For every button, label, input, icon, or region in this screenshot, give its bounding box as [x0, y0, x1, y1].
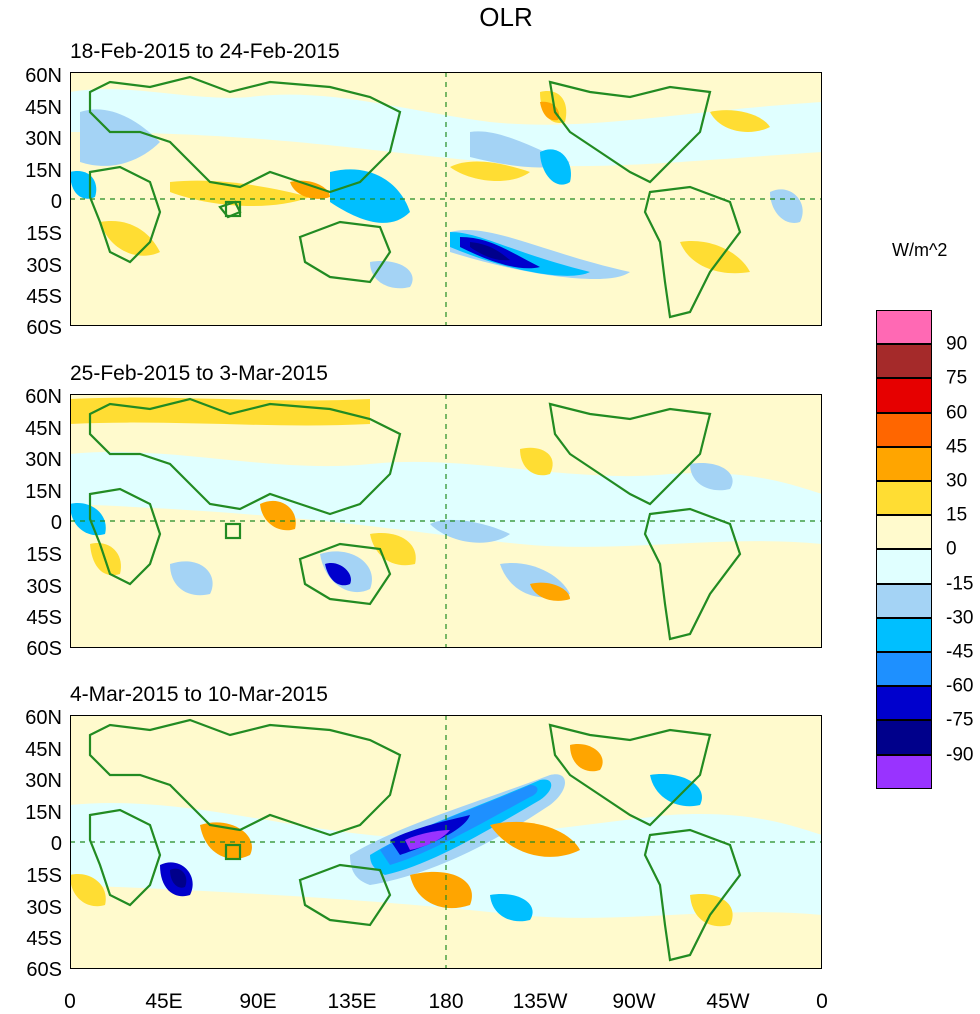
colorbar-label: 15 — [946, 504, 968, 526]
colorbar-swatch — [876, 686, 932, 721]
colorbar-swatch — [876, 549, 932, 584]
colorbar-label: -30 — [946, 607, 974, 629]
lat-label: 45S — [26, 928, 62, 950]
panel-1-map — [70, 72, 822, 326]
colorbar-label: 60 — [946, 402, 968, 424]
anomaly-field — [70, 744, 822, 927]
colorbar-swatch — [876, 754, 932, 789]
colorbar-label: -90 — [946, 744, 974, 766]
coastlines — [88, 397, 742, 641]
lat-label: 15S — [26, 544, 62, 566]
lon-label: 45E — [145, 990, 183, 1013]
lon-label: 135W — [512, 990, 568, 1013]
lat-label: 15N — [25, 802, 62, 824]
colorbar-label: 45 — [946, 436, 968, 458]
panel-3-title: 4-Mar-2015 to 10-Mar-2015 — [70, 683, 328, 706]
figure-title: OLR — [479, 2, 533, 32]
colorbar-swatch — [876, 720, 932, 755]
lat-label: 45S — [26, 286, 62, 308]
colorbar-label: 75 — [946, 367, 968, 389]
lat-label: 15N — [25, 481, 62, 503]
colorbar-label: -15 — [946, 573, 974, 595]
colorbar-label: -60 — [946, 675, 974, 697]
lat-label: 45N — [25, 739, 62, 761]
coastlines — [88, 718, 742, 962]
lat-label: 0 — [50, 191, 62, 213]
lon-label: 90W — [612, 990, 656, 1013]
lat-label: 60N — [25, 65, 62, 87]
colorbar-swatch — [876, 412, 932, 447]
lat-label: 45N — [25, 97, 62, 119]
lat-label: 0 — [50, 512, 62, 534]
colorbar-label: -45 — [946, 641, 974, 663]
colorbar-label: 0 — [946, 538, 957, 560]
colorbar-swatch — [876, 344, 932, 379]
lat-label: 15S — [26, 865, 62, 887]
panel-2-title: 25-Feb-2015 to 3-Mar-2015 — [70, 362, 328, 385]
lat-label: 30S — [26, 255, 62, 277]
colorbar-swatch — [876, 652, 932, 687]
lon-label: 180 — [428, 990, 464, 1013]
lat-label: 30N — [25, 770, 62, 792]
lat-label: 45S — [26, 607, 62, 629]
lat-label: 60S — [26, 959, 62, 981]
colorbar-label: -75 — [946, 709, 974, 731]
lat-label: 30N — [25, 128, 62, 150]
colorbar-units: W/m^2 — [892, 240, 948, 260]
panel-3-map — [70, 715, 822, 969]
lat-label: 30N — [25, 449, 62, 471]
lat-label: 60N — [25, 707, 62, 729]
lat-label: 15S — [26, 223, 62, 245]
lon-label: 135E — [327, 990, 377, 1013]
lon-label: 0 — [816, 990, 828, 1013]
lat-label: 0 — [50, 833, 62, 855]
anomaly-field — [70, 397, 822, 601]
lat-label: 60N — [25, 386, 62, 408]
lon-label: 45W — [706, 990, 750, 1013]
lat-label: 45N — [25, 418, 62, 440]
anomaly-field — [70, 89, 822, 289]
lat-label: 15N — [25, 160, 62, 182]
panel-2-map — [70, 394, 822, 648]
lat-label: 30S — [26, 897, 62, 919]
colorbar-label: 90 — [946, 333, 968, 355]
coastlines — [88, 75, 742, 319]
colorbar-swatch — [876, 583, 932, 618]
lat-label: 60S — [26, 638, 62, 660]
colorbar-swatch — [876, 617, 932, 652]
lat-label: 60S — [26, 317, 62, 339]
colorbar-label: 30 — [946, 470, 968, 492]
lat-label: 30S — [26, 576, 62, 598]
colorbar-swatch — [876, 481, 932, 516]
colorbar-swatch — [876, 446, 932, 481]
colorbar-swatch — [876, 310, 932, 345]
lon-label: 0 — [64, 990, 76, 1013]
colorbar-swatch — [876, 515, 932, 550]
panel-1-title: 18-Feb-2015 to 24-Feb-2015 — [70, 40, 340, 63]
colorbar-swatch — [876, 378, 932, 413]
lon-label: 90E — [239, 990, 277, 1013]
